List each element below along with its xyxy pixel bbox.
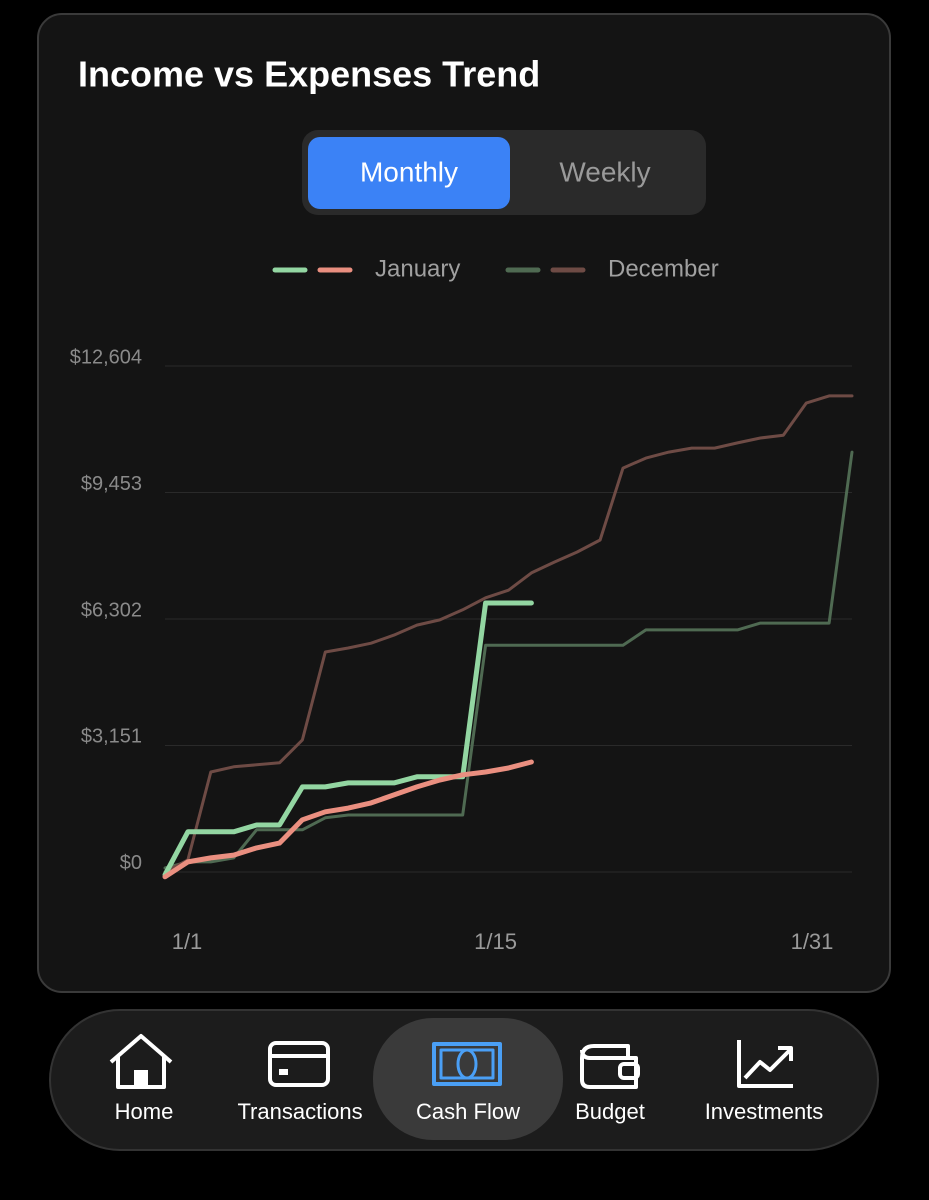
cash-icon[interactable] [432,1042,502,1086]
y-tick-label: $3,151 [81,726,142,748]
nav-label[interactable]: Investments [705,1099,824,1124]
home-door [134,1070,148,1087]
toggle-monthly[interactable] [308,137,510,209]
y-tick-label: $12,604 [70,346,142,368]
toggle-label[interactable]: Weekly [559,156,650,187]
legend-label: January [375,255,460,282]
nav-label[interactable]: Transactions [237,1099,362,1124]
x-tick-label: 1/31 [791,929,834,954]
nav-label[interactable]: Budget [575,1099,645,1124]
series-line [162,759,534,880]
plot: $0 $3,151 $6,302 $9,453 $12,604 1/1 1/15 1/31 Ja… [70,255,854,954]
wallet-icon[interactable] [580,1044,638,1089]
nav-label[interactable]: Cash Flow [416,1099,520,1124]
x-tick-label: 1/1 [172,929,203,954]
wallet-clasp [618,1062,640,1080]
series-line [163,394,854,874]
legend-label: December [608,255,719,282]
y-tick-label: $9,453 [81,473,142,495]
cash-ellipse [456,1048,478,1080]
x-tick-label: 1/15 [474,929,517,954]
y-tick-label: $6,302 [81,599,142,621]
chart-card [37,13,891,993]
card-icon[interactable] [268,1041,330,1087]
toggle-label[interactable]: Monthly [360,156,458,187]
card-chip [279,1069,288,1075]
nav-icons [109,1034,793,1089]
series-line [163,450,854,870]
series-line [162,600,534,878]
nav-label[interactable]: Home [115,1099,174,1124]
investments-icon[interactable] [737,1040,793,1088]
chart-title: Income vs Expenses Trend [78,54,540,95]
y-tick-label: $0 [120,852,142,874]
